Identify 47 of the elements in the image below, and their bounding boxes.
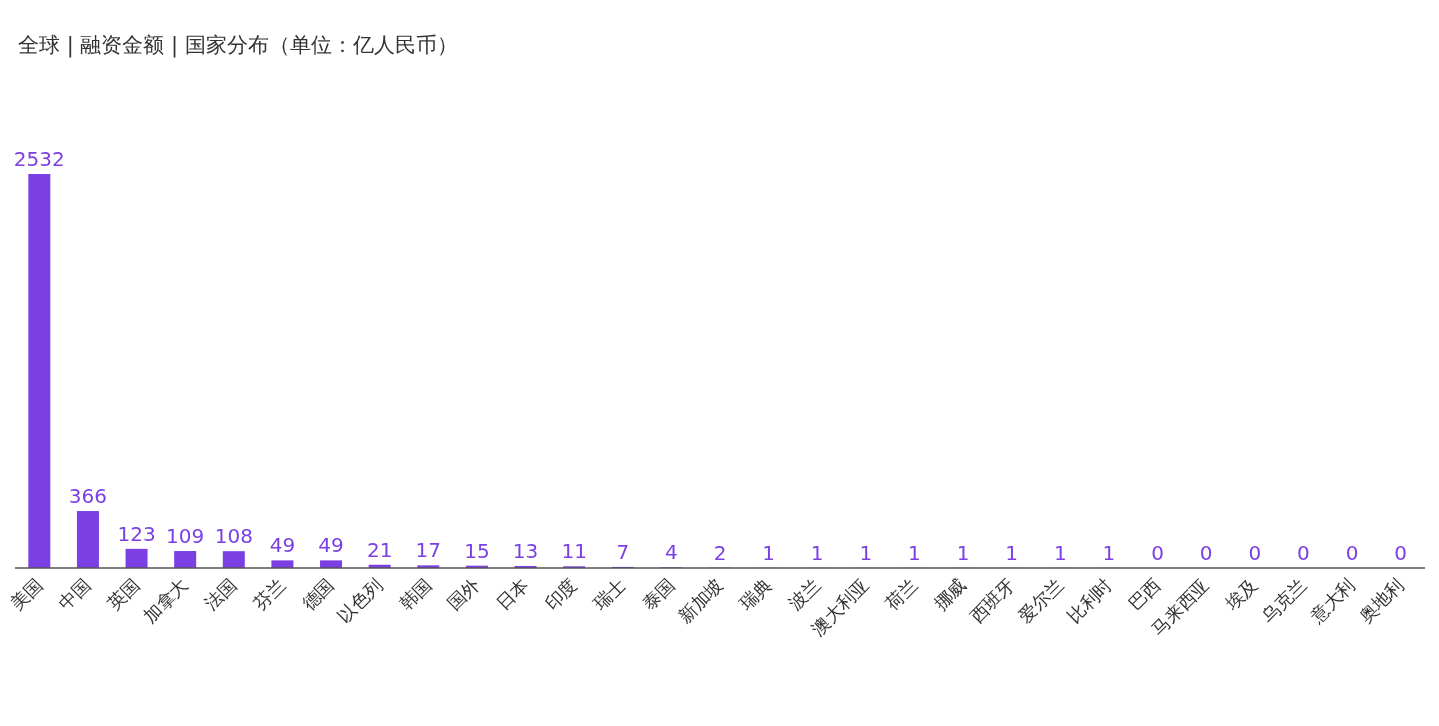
data-label: 0 xyxy=(1297,541,1310,565)
data-label: 123 xyxy=(117,521,156,546)
data-label: 0 xyxy=(1345,541,1359,565)
x-tick-label: 瑞士 xyxy=(589,573,630,615)
data-label: 108 xyxy=(214,524,253,549)
data-label: 11 xyxy=(561,539,587,564)
data-label: 0 xyxy=(1248,541,1262,565)
x-tick-label: 美国 xyxy=(5,573,47,615)
data-label: 4 xyxy=(665,540,678,565)
x-tick-label: 瑞典 xyxy=(735,573,776,615)
data-label: 1 xyxy=(1053,540,1067,565)
data-label: 1 xyxy=(859,540,873,565)
data-label: 13 xyxy=(512,538,539,563)
data-label: 0 xyxy=(1151,541,1164,565)
x-tick-label: 英国 xyxy=(103,573,144,615)
data-label: 49 xyxy=(269,533,296,558)
data-label: 7 xyxy=(616,539,630,564)
data-label: 21 xyxy=(366,537,393,562)
x-tick-label: 印度 xyxy=(540,573,581,615)
x-tick-label: 挪威 xyxy=(929,573,970,615)
data-label: 366 xyxy=(68,484,108,509)
data-label: 1 xyxy=(810,540,824,565)
data-label: 0 xyxy=(1394,541,1408,565)
data-label: 15 xyxy=(464,538,490,563)
data-label: 0 xyxy=(1199,541,1213,565)
x-tick-label: 芬兰 xyxy=(248,573,290,615)
data-label: 2 xyxy=(713,540,727,565)
x-tick-label: 荷兰 xyxy=(881,573,922,615)
x-tick-label: 泰国 xyxy=(637,573,679,615)
data-label: 109 xyxy=(166,524,205,549)
x-tick-label: 国外 xyxy=(443,573,484,615)
x-tick-label: 波兰 xyxy=(783,573,825,615)
x-tick-label: 日本 xyxy=(492,573,533,615)
data-label: 49 xyxy=(318,533,344,558)
x-tick-label: 埃及 xyxy=(1220,573,1262,615)
data-label: 17 xyxy=(415,538,441,563)
data-label: 1 xyxy=(956,540,970,565)
data-label: 1 xyxy=(1005,540,1019,565)
chart-title: 全球 | 融资金额 | 国家分布（单位：亿人民币） xyxy=(18,33,458,58)
x-tick-label: 韩国 xyxy=(394,573,436,615)
data-label: 1 xyxy=(762,540,775,565)
data-label: 1 xyxy=(908,540,921,565)
data-label: 2532 xyxy=(13,147,65,171)
x-tick-label: 巴西 xyxy=(1124,573,1165,615)
x-tick-label: 中国 xyxy=(54,573,95,615)
data-label: 1 xyxy=(1102,540,1116,565)
x-tick-label: 法国 xyxy=(200,573,241,615)
